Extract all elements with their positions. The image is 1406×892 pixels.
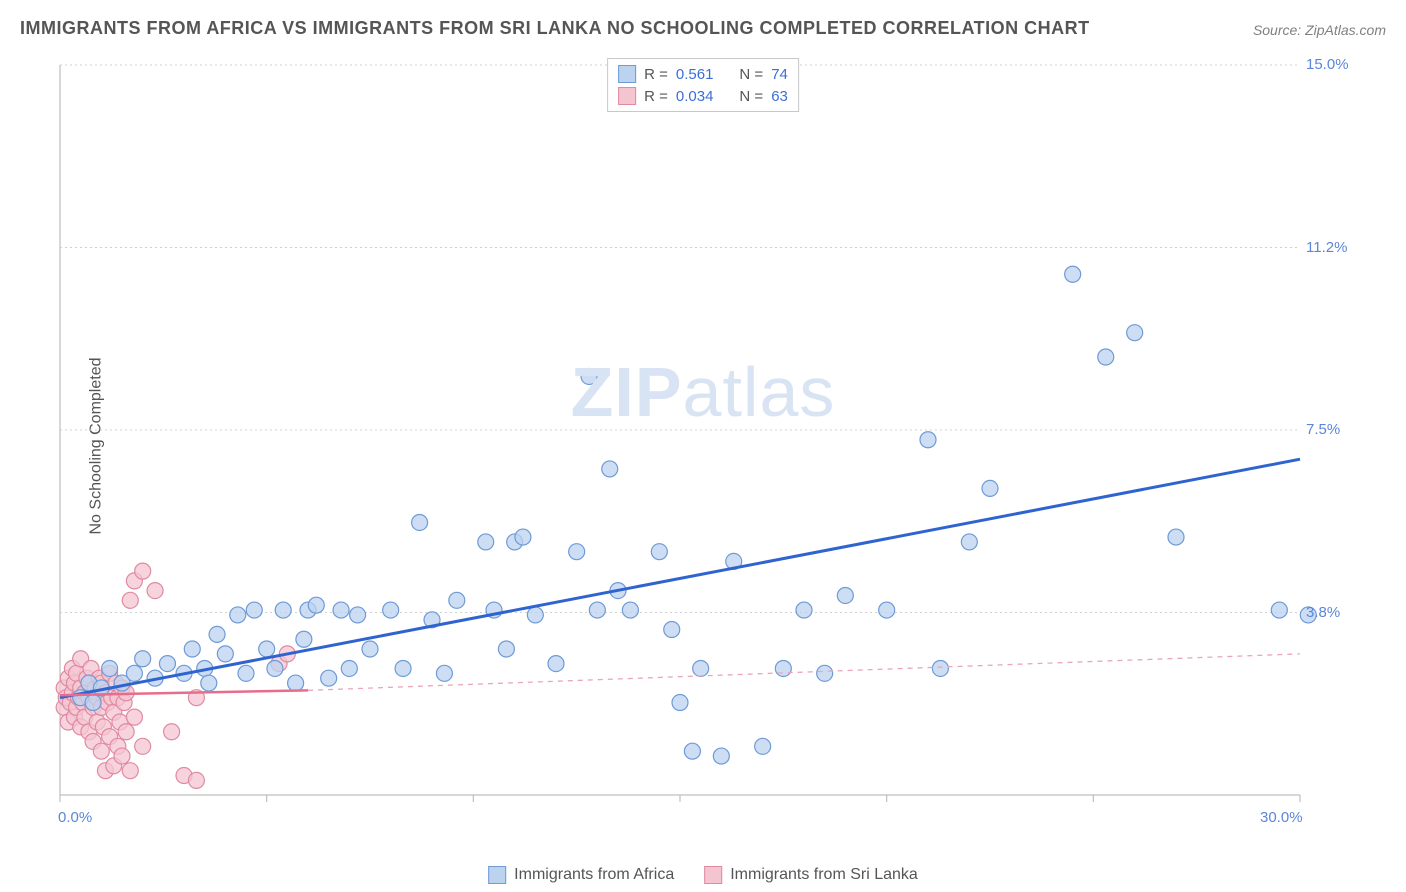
legend-n-value: 63 xyxy=(771,88,788,105)
legend-swatch-srilanka xyxy=(704,866,722,884)
legend-row: R = 0.561 N = 74 xyxy=(618,63,788,85)
chart-title: IMMIGRANTS FROM AFRICA VS IMMIGRANTS FRO… xyxy=(20,18,1090,39)
legend-label: Immigrants from Sri Lanka xyxy=(730,866,918,884)
y-tick-label: 7.5% xyxy=(1306,421,1340,438)
legend-n-value: 74 xyxy=(771,66,788,83)
legend-label: Immigrants from Africa xyxy=(514,866,674,884)
source-attribution: Source: ZipAtlas.com xyxy=(1253,22,1386,38)
legend-r-value: 0.561 xyxy=(676,66,714,83)
correlation-scatter-plot xyxy=(50,55,1350,825)
legend-item: Immigrants from Sri Lanka xyxy=(704,866,918,884)
correlation-legend: R = 0.561 N = 74 R = 0.034 N = 63 xyxy=(607,58,799,112)
x-tick-label: 0.0% xyxy=(58,809,92,826)
legend-swatch-africa xyxy=(618,65,636,83)
legend-row: R = 0.034 N = 63 xyxy=(618,85,788,107)
y-tick-label: 3.8% xyxy=(1306,604,1340,621)
legend-item: Immigrants from Africa xyxy=(488,866,674,884)
legend-swatch-africa xyxy=(488,866,506,884)
y-tick-label: 11.2% xyxy=(1306,239,1347,256)
x-tick-label: 30.0% xyxy=(1260,809,1303,826)
y-tick-label: 15.0% xyxy=(1306,56,1349,73)
legend-n-label: N = xyxy=(739,88,763,105)
legend-r-label: R = xyxy=(644,66,668,83)
series-legend: Immigrants from Africa Immigrants from S… xyxy=(488,866,918,884)
legend-swatch-srilanka xyxy=(618,87,636,105)
legend-r-label: R = xyxy=(644,88,668,105)
legend-n-label: N = xyxy=(739,66,763,83)
legend-r-value: 0.034 xyxy=(676,88,714,105)
